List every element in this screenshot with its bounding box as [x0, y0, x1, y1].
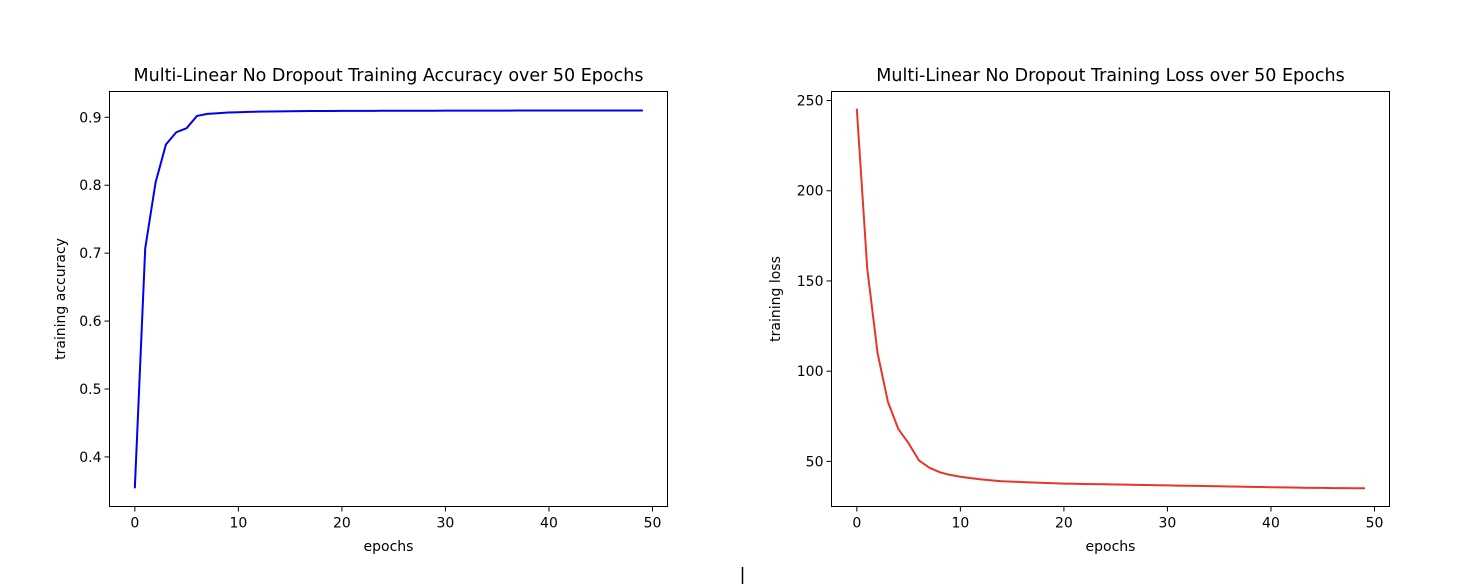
accuracy-y-axis-label: training accuracy — [53, 238, 69, 360]
accuracy-x-tick-label: 10 — [229, 516, 247, 532]
loss-y-tick-label: 100 — [797, 364, 824, 380]
loss-y-tick-label: 150 — [797, 274, 824, 290]
loss-x-tick-label: 0 — [852, 516, 861, 532]
accuracy-axes-frame — [109, 91, 668, 507]
accuracy-x-tick-label: 40 — [540, 516, 558, 532]
loss-x-tick-label: 10 — [951, 516, 969, 532]
loss-x-tick-label: 50 — [1366, 516, 1384, 532]
accuracy-y-tick-label: 0.4 — [79, 450, 101, 466]
loss-chart: Multi-Linear No Dropout Training Loss ov… — [768, 66, 1390, 555]
loss-x-tick-label: 30 — [1159, 516, 1177, 532]
accuracy-y-axis: 0.4 0.5 0.6 0.7 0.8 0.9 — [79, 110, 110, 466]
accuracy-chart-title: Multi-Linear No Dropout Training Accurac… — [134, 66, 644, 86]
loss-y-tick-label: 250 — [797, 94, 824, 110]
accuracy-x-tick-label: 30 — [437, 516, 455, 532]
accuracy-y-tick-label: 0.5 — [79, 382, 101, 398]
loss-x-tick-label: 40 — [1262, 516, 1280, 532]
accuracy-x-tick-label: 20 — [333, 516, 351, 532]
accuracy-series-line-0 — [133, 109, 644, 489]
loss-chart-title: Multi-Linear No Dropout Training Loss ov… — [876, 66, 1344, 86]
accuracy-x-axis: 0 10 20 30 40 50 — [130, 506, 662, 532]
accuracy-x-axis-label: epochs — [364, 539, 414, 555]
loss-plot-area — [855, 108, 1366, 490]
loss-x-axis-label: epochs — [1086, 539, 1136, 555]
accuracy-x-tick-label: 50 — [644, 516, 662, 532]
accuracy-y-tick-label: 0.7 — [79, 246, 101, 262]
accuracy-plot-area — [133, 109, 644, 489]
accuracy-y-tick-label: 0.6 — [79, 314, 101, 330]
loss-y-axis: 50 100 150 200 250 — [797, 94, 832, 470]
loss-x-tick-label: 20 — [1055, 516, 1073, 532]
accuracy-chart: Multi-Linear No Dropout Training Accurac… — [53, 66, 668, 555]
accuracy-x-tick-label: 0 — [130, 516, 139, 532]
loss-series-line-0 — [855, 108, 1366, 490]
loss-y-tick-label: 50 — [806, 454, 824, 470]
accuracy-y-tick-label: 0.8 — [79, 178, 101, 194]
loss-axes-frame — [831, 91, 1390, 507]
loss-y-axis-label: training loss — [768, 256, 784, 342]
loss-x-axis: 0 10 20 30 40 50 — [852, 506, 1384, 532]
loss-y-tick-label: 200 — [797, 184, 824, 200]
accuracy-y-tick-label: 0.9 — [79, 110, 101, 126]
